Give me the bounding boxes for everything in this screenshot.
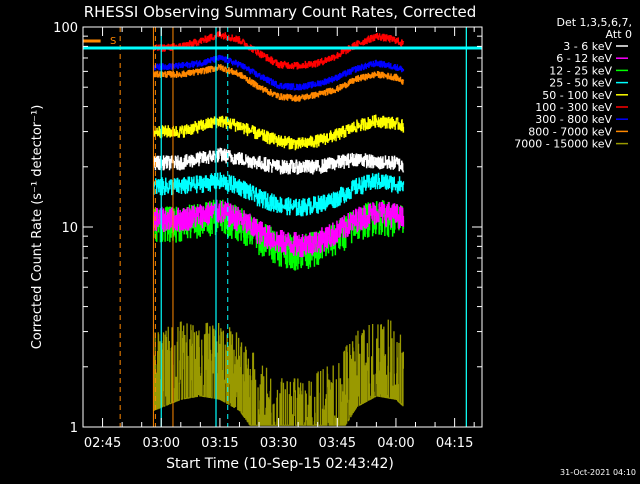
x-tick-label-3: 03:30 bbox=[260, 436, 297, 451]
chart-title: RHESSI Observing Summary Count Rates, Co… bbox=[84, 3, 477, 21]
series-line-4 bbox=[153, 114, 405, 151]
x-axis-label: Start Time (10-Sep-15 02:43:42) bbox=[166, 456, 394, 472]
legend-label-5: 100 - 300 keV bbox=[535, 101, 612, 114]
s-flag-label: S bbox=[110, 36, 116, 47]
legend-label-1: 6 - 12 keV bbox=[556, 52, 612, 65]
y-tick-label-2: 100 bbox=[53, 21, 78, 36]
series-line-3 bbox=[153, 172, 405, 217]
legend-label-7: 800 - 7000 keV bbox=[528, 125, 612, 138]
legend-label-4: 50 - 100 keV bbox=[542, 89, 612, 102]
x-tick-label-1: 03:00 bbox=[143, 436, 180, 451]
plot-layer: S bbox=[83, 27, 482, 427]
legend-label-0: 3 - 6 keV bbox=[563, 40, 612, 53]
legend-label-3: 25 - 50 keV bbox=[549, 77, 612, 90]
y-axis-label: Corrected Count Rate (s⁻¹ detector⁻¹) bbox=[30, 105, 45, 350]
series-line-8 bbox=[153, 319, 404, 426]
x-tick-label-2: 03:15 bbox=[201, 436, 238, 451]
legend-label-2: 12 - 25 keV bbox=[549, 64, 612, 77]
legend-label-6: 300 - 800 keV bbox=[535, 113, 612, 126]
legend-label-8: 7000 - 15000 keV bbox=[514, 138, 612, 151]
y-tick-label-0: 1 bbox=[70, 421, 78, 436]
series-line-7 bbox=[153, 64, 405, 102]
x-tick-label-4: 03:45 bbox=[319, 436, 356, 451]
series-line-0 bbox=[153, 147, 405, 175]
series-line-6 bbox=[153, 54, 405, 91]
series-line-5 bbox=[153, 31, 405, 70]
y-tick-label-1: 10 bbox=[61, 221, 78, 236]
legend-header-line-2: Att 0 bbox=[606, 28, 632, 41]
legend-header-line-1: Det 1,3,5,6,7, bbox=[556, 16, 632, 29]
x-tick-label-6: 04:15 bbox=[436, 436, 473, 451]
x-tick-label-5: 04:00 bbox=[377, 436, 414, 451]
series-line-1 bbox=[153, 199, 405, 258]
footer-date: 31-Oct-2021 04:10 bbox=[560, 468, 636, 477]
x-tick-label-0: 02:45 bbox=[84, 436, 121, 451]
